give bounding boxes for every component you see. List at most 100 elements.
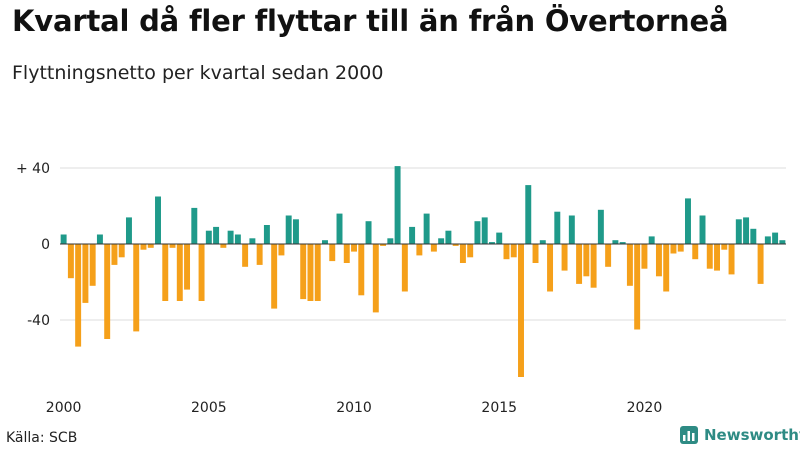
bar-q6	[96, 234, 103, 244]
bar-q2	[67, 244, 74, 279]
x-tick-label: 2010	[336, 400, 372, 416]
bar-q37	[322, 240, 328, 244]
bar-q98	[764, 236, 771, 244]
bar-q23	[220, 244, 227, 248]
bar-q88	[692, 244, 699, 260]
bar-q68	[547, 244, 554, 292]
bar-q84	[663, 244, 670, 292]
bar-q54	[445, 230, 452, 244]
source-note: Källa: SCB	[6, 430, 78, 446]
bar-q30	[271, 244, 278, 309]
bar-q26	[242, 244, 249, 267]
bar-q24	[227, 230, 234, 244]
bar-q7	[104, 244, 111, 339]
bar-q82	[648, 236, 655, 244]
bar-q80	[634, 244, 641, 330]
bar-q45	[380, 244, 387, 246]
bar-q27	[249, 238, 256, 244]
bar-q28	[256, 244, 263, 265]
bar-q71	[568, 215, 575, 244]
bar-q60	[488, 242, 495, 244]
bar-q31	[278, 244, 285, 256]
bar-q17	[176, 244, 183, 301]
bar-q4	[82, 244, 89, 303]
bar-q76	[605, 244, 612, 267]
y-tick-label: 0	[41, 237, 50, 253]
bar-q90	[706, 244, 713, 269]
bar-q19	[191, 207, 198, 244]
bar-q21	[205, 230, 212, 244]
bar-q52	[430, 244, 437, 252]
bar-q33	[292, 219, 299, 244]
bar-series	[60, 166, 786, 377]
bar-q99	[772, 232, 779, 244]
bar-q16	[169, 244, 176, 248]
bar-q55	[452, 244, 459, 246]
bar-q12	[140, 244, 147, 250]
bar-q92	[721, 244, 728, 250]
bar-q97	[757, 244, 764, 284]
y-tick-label: -40	[27, 313, 50, 329]
bar-q42	[358, 244, 365, 296]
bar-q81	[641, 244, 648, 269]
bar-q89	[699, 215, 706, 244]
brand-name: Newsworthy	[704, 426, 800, 444]
bar-q58	[474, 221, 481, 244]
bar-q25	[234, 234, 241, 244]
bar-q15	[162, 244, 169, 301]
x-tick-label: 2015	[481, 400, 517, 416]
bar-q11	[133, 244, 140, 332]
bar-q10	[125, 217, 132, 244]
bar-q38	[329, 244, 336, 262]
x-tick-label: 2005	[191, 400, 227, 416]
bar-q56	[459, 244, 466, 263]
bar-q1	[60, 234, 67, 244]
bar-q83	[655, 244, 662, 277]
bar-q8	[111, 244, 118, 265]
bar-q96	[750, 228, 757, 244]
bar-q61	[496, 232, 503, 244]
bar-q75	[597, 209, 604, 244]
bar-q79	[626, 244, 633, 286]
bar-q41	[351, 244, 357, 252]
bar-q65	[525, 185, 532, 244]
bar-q36	[314, 244, 321, 301]
x-tick-label: 2000	[46, 400, 82, 416]
bar-q49	[409, 226, 416, 244]
bar-q69	[554, 211, 561, 244]
bar-q93	[728, 244, 735, 275]
bar-q35	[307, 244, 314, 301]
bar-q95	[743, 217, 750, 244]
bar-q43	[365, 221, 372, 244]
bar-q72	[576, 244, 583, 284]
newsworthy-logo-icon	[680, 426, 698, 444]
bar-q5	[89, 244, 96, 286]
bar-q51	[423, 213, 430, 244]
bar-q39	[336, 213, 343, 244]
bar-q87	[685, 198, 691, 244]
bar-q47	[394, 166, 401, 244]
bar-q91	[714, 244, 720, 271]
bar-q77	[612, 240, 619, 244]
bar-q13	[147, 244, 154, 248]
bar-q70	[561, 244, 568, 271]
axes: + 40 0 -40 2000 2005 2010 2015 2020	[16, 161, 786, 416]
bar-q34	[300, 244, 307, 300]
bar-q64	[518, 244, 524, 377]
bar-q100	[779, 240, 786, 244]
chart-title: Kvartal då fler flyttar till än från Öve…	[12, 4, 729, 38]
chart-subtitle: Flyttningsnetto per kvartal sedan 2000	[12, 62, 384, 84]
bar-q85	[670, 244, 677, 254]
bar-q57	[467, 244, 474, 258]
bar-q14	[155, 196, 161, 244]
brand-logo: Newsworthy	[680, 426, 800, 444]
bar-q73	[583, 244, 590, 277]
bar-q44	[372, 244, 379, 313]
bar-q40	[343, 244, 350, 263]
bar-q67	[539, 240, 546, 244]
bar-q29	[263, 225, 270, 244]
bar-q18	[184, 244, 191, 290]
bar-q86	[677, 244, 684, 252]
bar-q22	[213, 226, 220, 244]
